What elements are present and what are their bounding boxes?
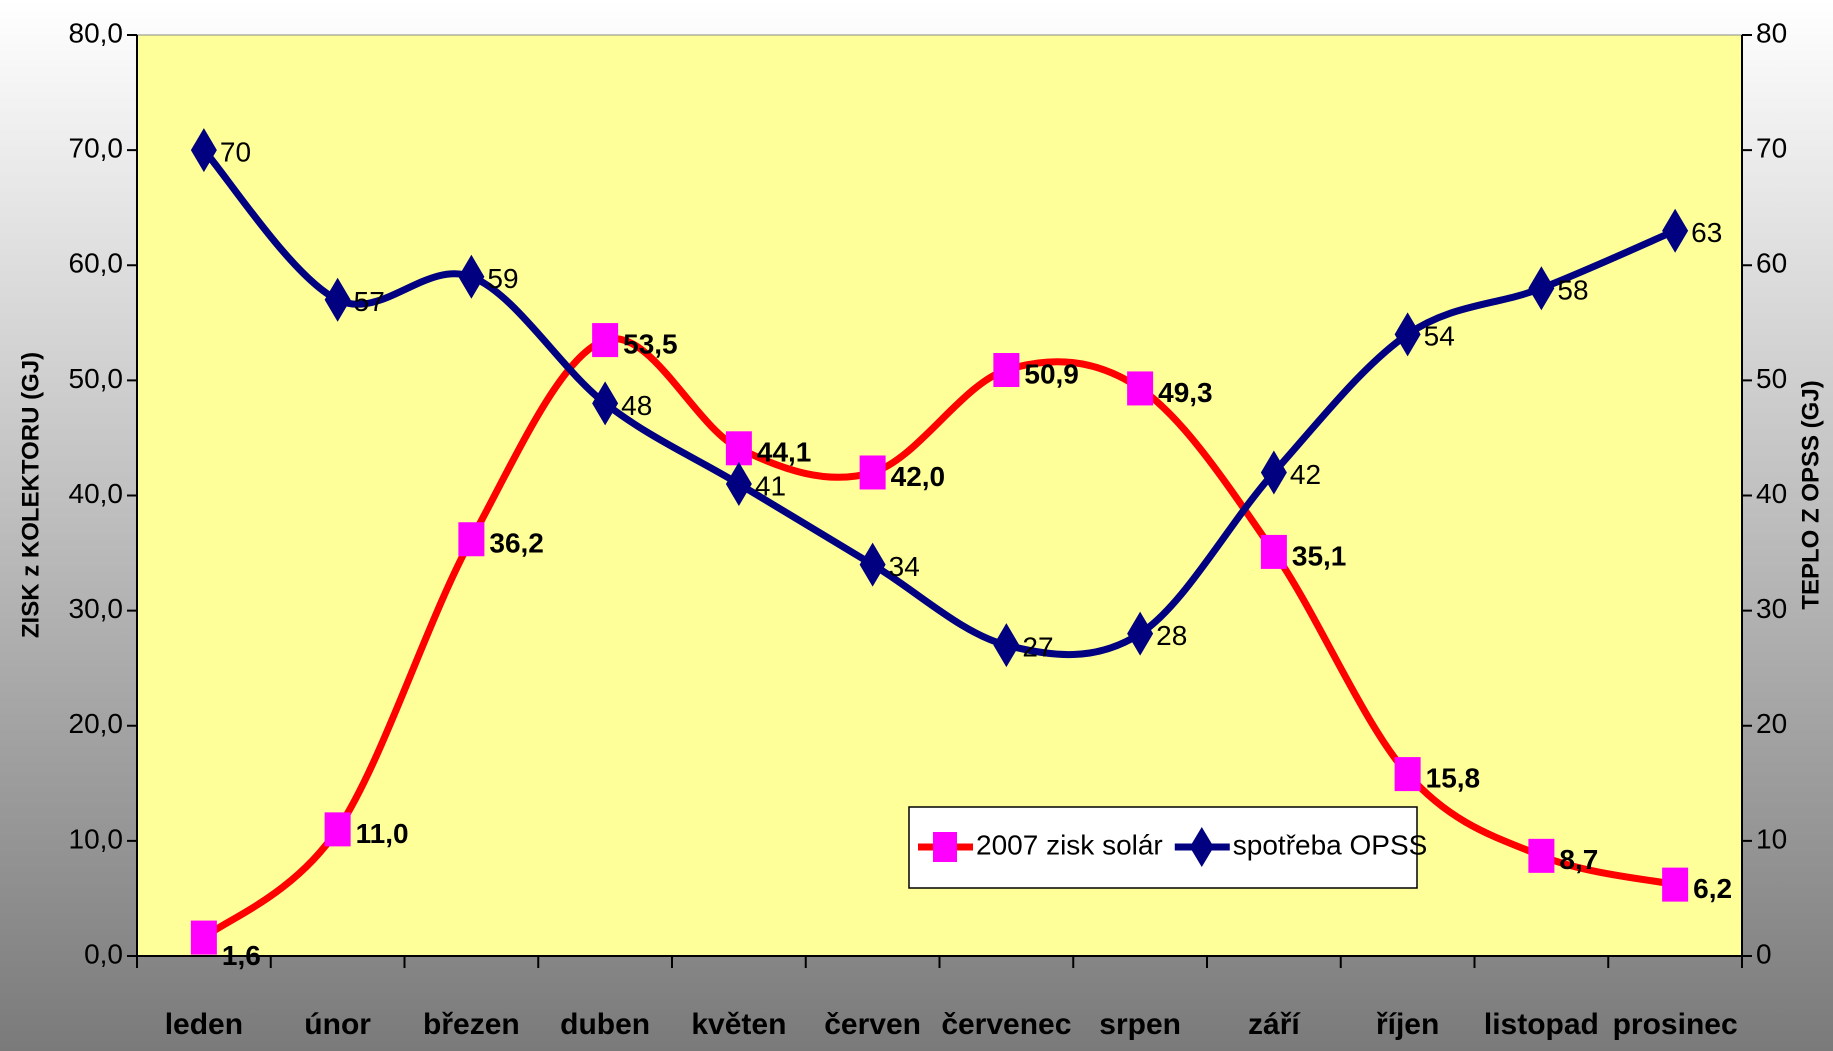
x-tick-label: září xyxy=(1248,1008,1301,1041)
marker xyxy=(1127,611,1154,656)
y-tick-label: 80,0 xyxy=(69,17,124,48)
legend-label: spotřeba OPSS xyxy=(1233,829,1428,860)
marker xyxy=(190,128,217,173)
y2-tick-label: 80 xyxy=(1756,17,1787,48)
y2-tick-label: 40 xyxy=(1756,478,1787,509)
y-tick-label: 30,0 xyxy=(69,593,124,624)
data-label: 50,9 xyxy=(1024,358,1079,389)
y2-tick-label: 20 xyxy=(1756,708,1787,739)
y2-tick-label: 70 xyxy=(1756,133,1787,164)
legend-marker xyxy=(1189,827,1214,867)
y-tick-label: 10,0 xyxy=(69,823,124,854)
data-label: 15,8 xyxy=(1426,762,1481,793)
marker xyxy=(859,455,886,490)
data-label: 53,5 xyxy=(623,328,678,359)
legend-marker xyxy=(933,832,957,862)
marker xyxy=(1662,867,1689,902)
marker xyxy=(1127,371,1154,406)
y2-axis-title: TEPLO Z OPSS (GJ) xyxy=(1797,380,1824,609)
legend-box xyxy=(908,806,1418,889)
data-label: 27 xyxy=(1022,632,1053,663)
marker xyxy=(1394,757,1421,792)
marker xyxy=(1528,266,1555,311)
marker xyxy=(1528,838,1555,873)
data-label: 59 xyxy=(487,263,518,294)
x-tick-label: říjen xyxy=(1376,1008,1439,1041)
x-tick-label: červen xyxy=(824,1008,921,1041)
x-tick-label: srpen xyxy=(1099,1008,1181,1041)
marker xyxy=(458,254,485,299)
y-tick-label: 60,0 xyxy=(69,248,124,279)
y2-tick-label: 10 xyxy=(1756,823,1787,854)
marker xyxy=(458,522,485,557)
data-label: 58 xyxy=(1557,275,1588,306)
y-tick-label: 40,0 xyxy=(69,478,124,509)
x-tick-label: prosinec xyxy=(1613,1008,1738,1041)
y-tick-label: 50,0 xyxy=(69,363,124,394)
marker xyxy=(1394,312,1421,357)
marker xyxy=(1260,534,1287,569)
data-label: 34 xyxy=(889,551,920,582)
data-label: 28 xyxy=(1156,620,1187,651)
x-tick-label: duben xyxy=(560,1008,650,1041)
marker xyxy=(592,323,619,358)
y-tick-label: 70,0 xyxy=(69,133,124,164)
marker xyxy=(993,623,1020,668)
x-tick-label: leden xyxy=(165,1008,243,1041)
data-label: 44,1 xyxy=(757,437,812,468)
data-label: 42,0 xyxy=(891,461,946,492)
data-label: 49,3 xyxy=(1158,377,1213,408)
plot-area xyxy=(136,34,1743,957)
marker xyxy=(859,542,886,587)
data-label: 54 xyxy=(1424,321,1455,352)
data-label: 41 xyxy=(755,470,786,501)
data-label: 42 xyxy=(1290,459,1321,490)
y-tick-label: 0,0 xyxy=(84,938,123,969)
marker xyxy=(324,277,351,322)
marker xyxy=(725,431,752,466)
y-axis-title: ZISK z KOLEKTORU (GJ) xyxy=(17,352,44,638)
marker xyxy=(190,920,217,955)
data-label: 57 xyxy=(354,286,385,317)
marker xyxy=(1662,208,1689,253)
data-label: 11,0 xyxy=(356,818,409,849)
data-label: 48 xyxy=(621,390,652,421)
x-tick-label: červenec xyxy=(941,1008,1071,1041)
data-label: 63 xyxy=(1691,217,1722,248)
marker xyxy=(1260,450,1287,495)
y2-tick-label: 0 xyxy=(1756,938,1772,969)
marker xyxy=(324,812,351,847)
data-label: 8,7 xyxy=(1559,844,1598,875)
x-tick-label: květen xyxy=(691,1008,786,1041)
y-tick-label: 20,0 xyxy=(69,708,124,739)
marker xyxy=(993,353,1020,388)
data-label: 6,2 xyxy=(1693,873,1732,904)
y2-tick-label: 50 xyxy=(1756,363,1787,394)
y2-tick-label: 60 xyxy=(1756,248,1787,279)
data-label: 70 xyxy=(220,137,251,168)
x-tick-label: březen xyxy=(423,1008,520,1041)
y2-tick-label: 30 xyxy=(1756,593,1787,624)
data-label: 1,6 xyxy=(222,940,261,971)
x-tick-label: únor xyxy=(304,1008,371,1041)
data-label: 36,2 xyxy=(489,528,544,559)
legend: 2007 zisk solár spotřeba OPSS xyxy=(908,806,1428,889)
marker xyxy=(592,381,619,426)
data-label: 35,1 xyxy=(1292,540,1347,571)
marker xyxy=(725,461,752,506)
legend-label: 2007 zisk solár xyxy=(976,829,1163,860)
x-tick-label: listopad xyxy=(1484,1008,1599,1041)
